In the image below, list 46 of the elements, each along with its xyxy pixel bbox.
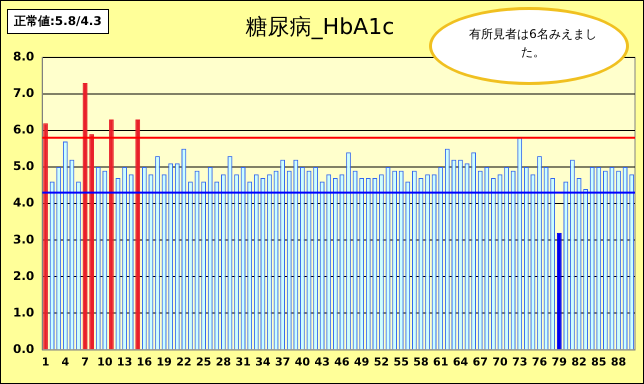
- x-tick-label: 70: [492, 355, 508, 368]
- y-tick-label: 8.0: [12, 50, 34, 64]
- x-tick-label: 46: [334, 355, 350, 368]
- x-tick-label: 85: [591, 355, 606, 368]
- x-tick-label: 88: [610, 355, 626, 368]
- x-tick-label: 67: [472, 355, 488, 368]
- x-tick-label: 37: [274, 355, 290, 368]
- y-tick-label: 4.0: [12, 196, 34, 210]
- bar: [43, 123, 48, 350]
- x-tick-label: 31: [235, 355, 251, 368]
- x-tick-label: 16: [136, 355, 152, 368]
- x-tick-label: 4: [61, 355, 70, 368]
- x-tick-label: 43: [314, 355, 330, 368]
- x-tick-label: 55: [394, 355, 409, 368]
- x-tick-label: 22: [176, 355, 192, 368]
- bar: [556, 232, 562, 350]
- bar: [82, 82, 88, 350]
- x-tick-label: 79: [552, 355, 567, 368]
- x-tick-label: 61: [433, 355, 448, 368]
- y-tick-label: 2.0: [12, 268, 34, 283]
- x-tick-label: 58: [413, 355, 429, 368]
- y-tick-label: 0.0: [12, 342, 34, 356]
- x-tick-label: 34: [255, 355, 271, 368]
- bar: [109, 120, 114, 350]
- x-tick-label: 7: [81, 355, 89, 368]
- y-tick-label: 5.0: [12, 159, 34, 174]
- text: 正常値:5.8/4.3: [7, 9, 109, 34]
- x-tick-label: 13: [116, 355, 132, 368]
- x-tick-label: 73: [512, 355, 528, 368]
- y-tick-label: 1.0: [12, 305, 34, 320]
- x-tick-label: 52: [374, 355, 390, 368]
- x-tick-label: 25: [196, 355, 212, 368]
- x-tick-label: 1: [42, 355, 50, 368]
- x-tick-label: 40: [294, 355, 310, 368]
- x-tick-label: 49: [354, 355, 370, 368]
- y-tick-label: 7.0: [12, 86, 34, 100]
- x-tick-label: 28: [216, 355, 232, 368]
- x-tick-label: 19: [156, 355, 172, 368]
- x-tick-label: 64: [452, 355, 468, 368]
- chart-title: 糖尿病_HbA1c: [246, 14, 394, 40]
- x-tick-label: 82: [571, 355, 587, 368]
- y-tick-label: 3.0: [12, 232, 34, 246]
- y-tick-label: 6.0: [12, 122, 34, 137]
- x-tick-label: 76: [532, 355, 548, 368]
- annotation: 有所見者は6名みえました。: [468, 26, 598, 61]
- x-tick-label: 10: [97, 355, 113, 368]
